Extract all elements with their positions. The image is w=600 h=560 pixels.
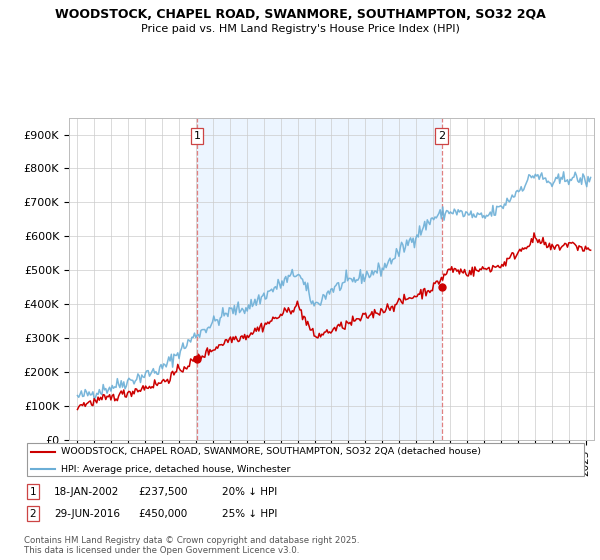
- FancyBboxPatch shape: [27, 444, 584, 475]
- Text: Contains HM Land Registry data © Crown copyright and database right 2025.
This d: Contains HM Land Registry data © Crown c…: [24, 536, 359, 556]
- Text: 29-JUN-2016: 29-JUN-2016: [54, 508, 120, 519]
- Text: £237,500: £237,500: [138, 487, 187, 497]
- Text: 25% ↓ HPI: 25% ↓ HPI: [222, 508, 277, 519]
- Text: WOODSTOCK, CHAPEL ROAD, SWANMORE, SOUTHAMPTON, SO32 2QA: WOODSTOCK, CHAPEL ROAD, SWANMORE, SOUTHA…: [55, 8, 545, 21]
- Text: 1: 1: [29, 487, 37, 497]
- Text: £450,000: £450,000: [138, 508, 187, 519]
- Text: 2: 2: [438, 131, 445, 141]
- Text: 1: 1: [193, 131, 200, 141]
- Text: 20% ↓ HPI: 20% ↓ HPI: [222, 487, 277, 497]
- Text: HPI: Average price, detached house, Winchester: HPI: Average price, detached house, Winc…: [61, 465, 290, 474]
- Text: 2: 2: [29, 508, 37, 519]
- Text: 18-JAN-2002: 18-JAN-2002: [54, 487, 119, 497]
- Bar: [197, 118, 442, 440]
- Text: Price paid vs. HM Land Registry's House Price Index (HPI): Price paid vs. HM Land Registry's House …: [140, 24, 460, 34]
- Text: WOODSTOCK, CHAPEL ROAD, SWANMORE, SOUTHAMPTON, SO32 2QA (detached house): WOODSTOCK, CHAPEL ROAD, SWANMORE, SOUTHA…: [61, 447, 481, 456]
